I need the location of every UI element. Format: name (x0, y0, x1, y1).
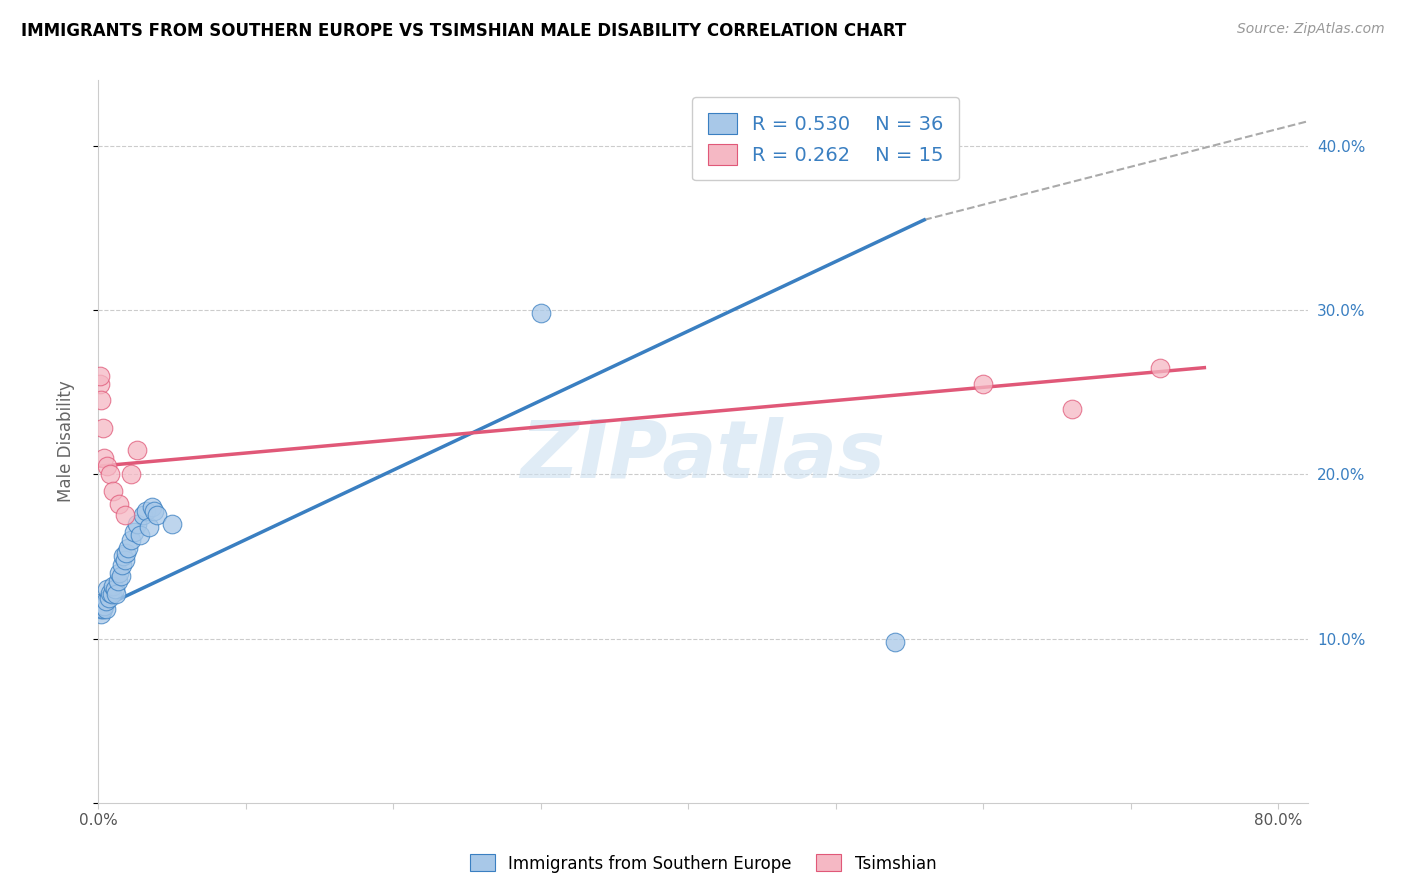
Point (98, 467, 121, 482)
Text: ZIPatlas: ZIPatlas (520, 417, 886, 495)
Point (117, 541, 139, 556)
Point (141, 500, 163, 515)
Point (120, 467, 142, 482)
Point (91, 602, 114, 616)
Legend: R = 0.530    N = 36, R = 0.262    N = 15: R = 0.530 N = 36, R = 0.262 N = 15 (692, 97, 959, 180)
Point (972, 377, 994, 392)
Point (146, 508, 169, 523)
Legend: Immigrants from Southern Europe, Tsimshian: Immigrants from Southern Europe, Tsimshi… (463, 847, 943, 880)
Point (94, 602, 117, 616)
Point (111, 558, 134, 572)
Point (89, 368, 111, 383)
Point (530, 306, 553, 320)
Point (90, 607, 112, 621)
Point (128, 528, 150, 542)
Point (135, 503, 157, 517)
Point (89, 377, 111, 392)
Text: Source: ZipAtlas.com: Source: ZipAtlas.com (1237, 22, 1385, 37)
Point (114, 508, 136, 523)
Point (115, 546, 138, 560)
Point (96, 582, 118, 597)
Point (1060, 401, 1083, 416)
Point (114, 553, 136, 567)
Point (108, 497, 131, 511)
Point (105, 587, 128, 601)
Point (101, 579, 124, 593)
Point (120, 533, 142, 547)
Point (108, 566, 131, 580)
Point (112, 549, 135, 564)
Point (138, 520, 160, 534)
Point (91, 421, 114, 435)
Point (93, 599, 115, 613)
Point (122, 524, 145, 539)
Point (110, 569, 132, 583)
Point (94, 594, 117, 608)
Point (131, 508, 153, 523)
Point (97, 591, 120, 605)
Point (143, 503, 166, 517)
Point (100, 587, 122, 601)
Point (89, 599, 111, 613)
Point (98, 585, 121, 599)
Point (90, 602, 112, 616)
Point (1149, 360, 1171, 375)
Point (125, 516, 148, 531)
Point (883, 635, 905, 649)
Point (101, 483, 124, 498)
Point (90, 393, 112, 408)
Point (107, 574, 129, 588)
Point (125, 442, 148, 457)
Point (96, 459, 118, 474)
Y-axis label: Male Disability: Male Disability (56, 381, 75, 502)
Text: IMMIGRANTS FROM SOUTHERN EUROPE VS TSIMSHIAN MALE DISABILITY CORRELATION CHART: IMMIGRANTS FROM SOUTHERN EUROPE VS TSIMS… (21, 22, 907, 40)
Point (104, 582, 127, 597)
Point (93, 450, 115, 465)
Point (160, 516, 183, 531)
Point (91, 595, 114, 609)
